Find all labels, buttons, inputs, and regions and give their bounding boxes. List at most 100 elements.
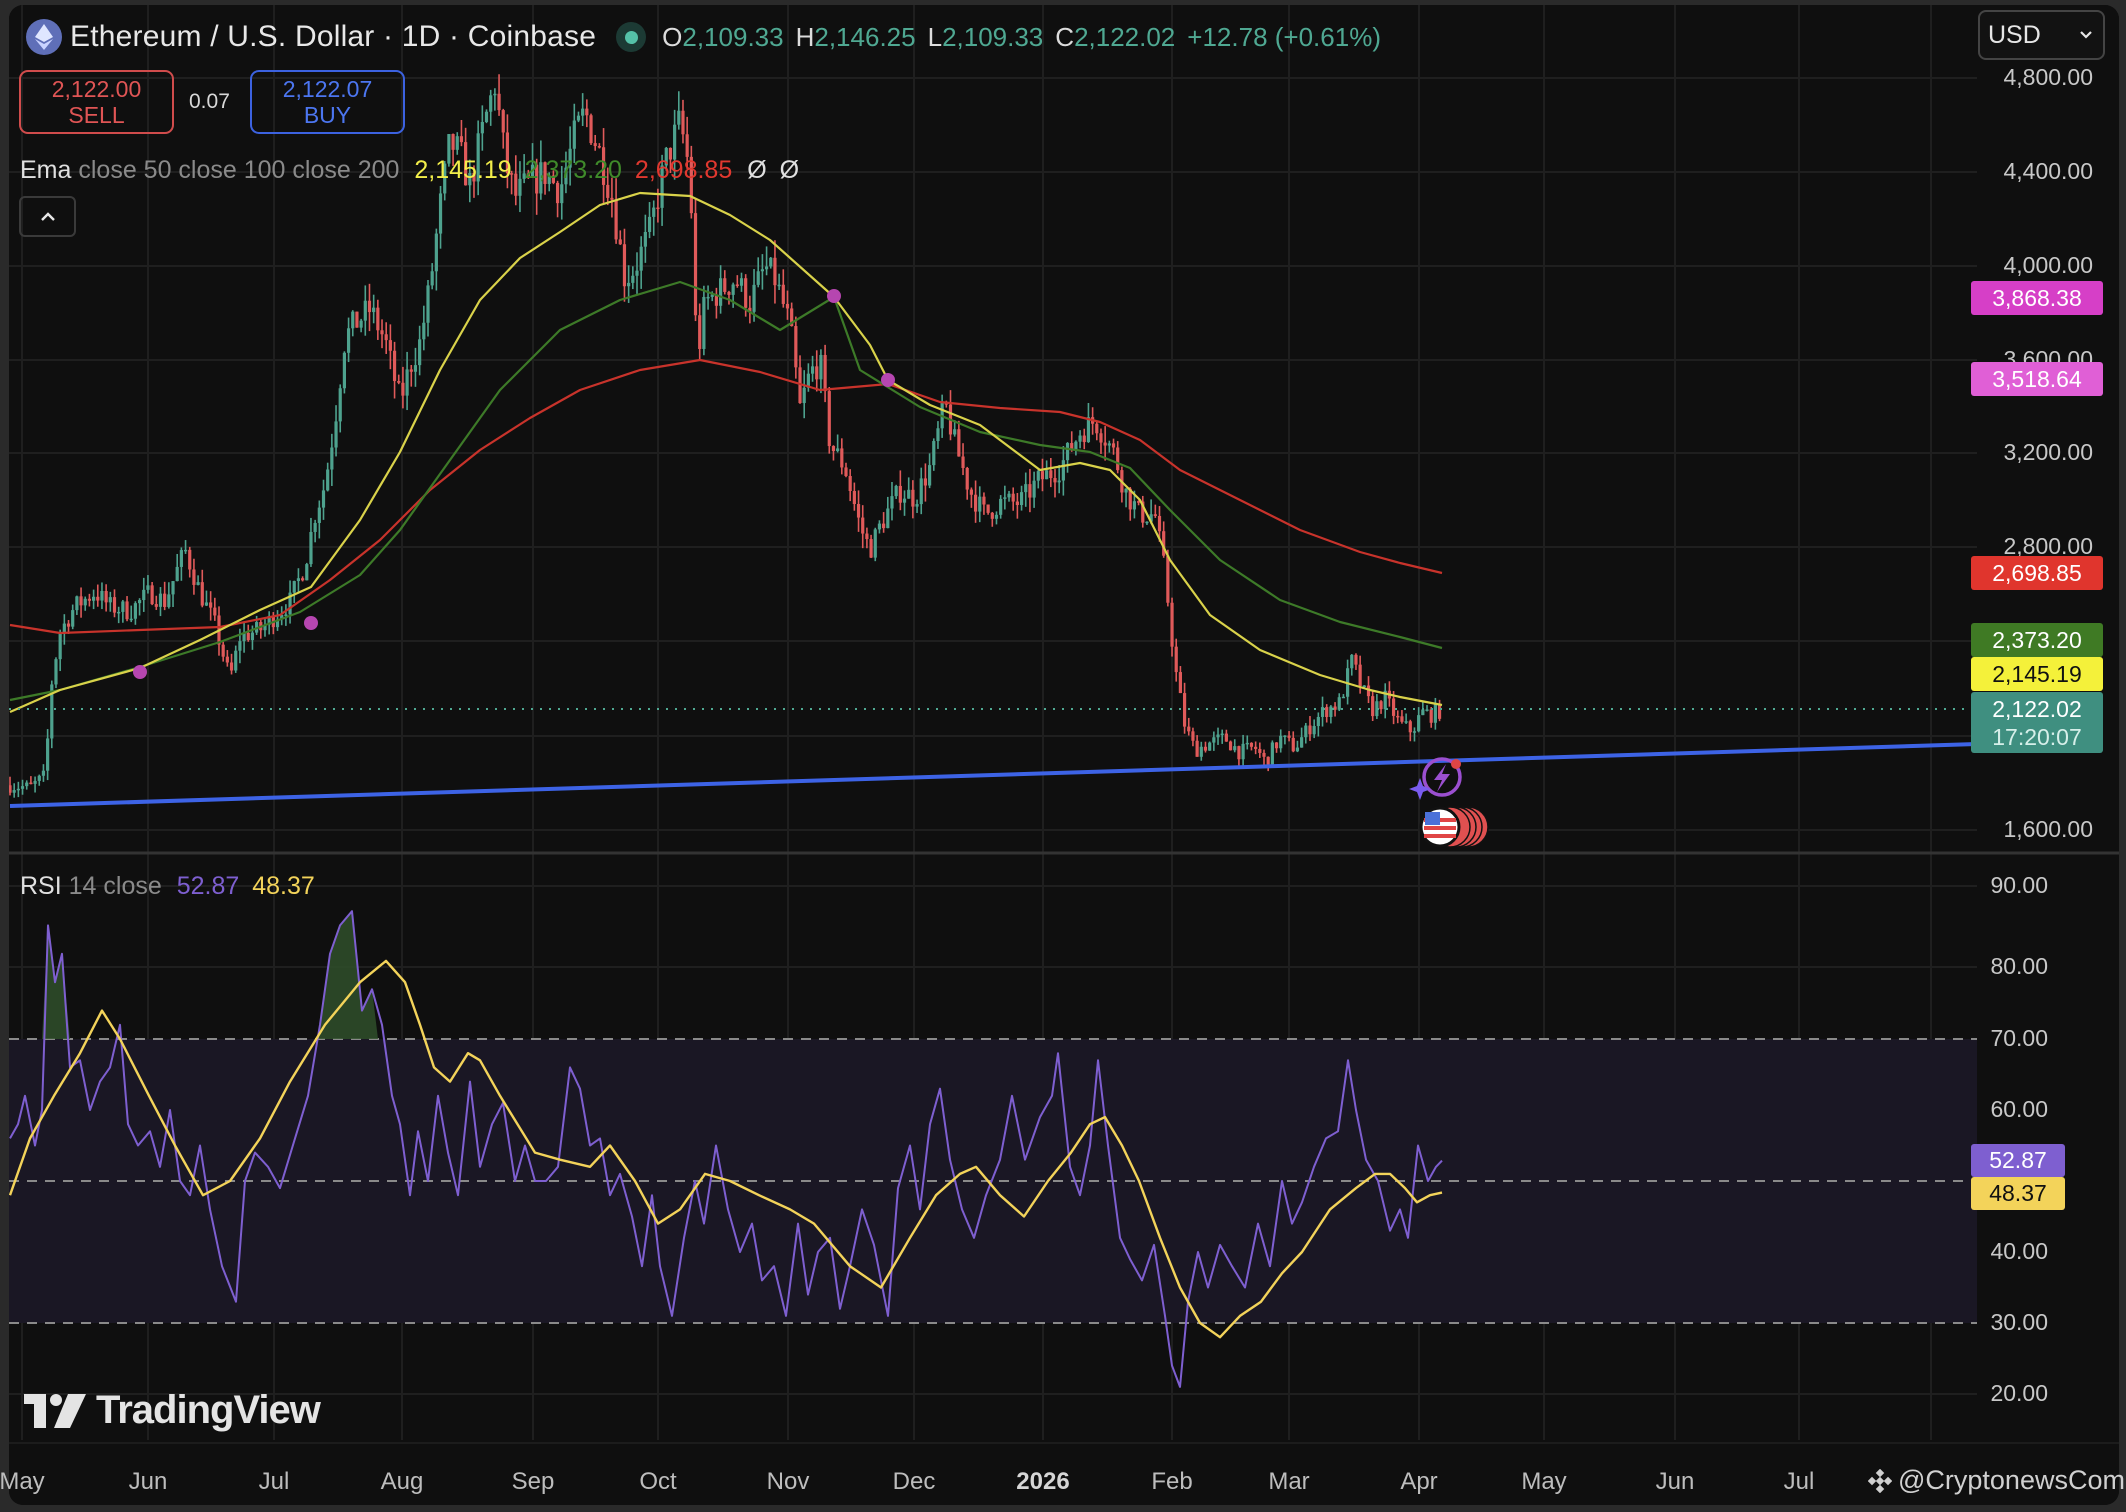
candle-body [610,197,614,200]
currency-select[interactable]: USD [1978,10,2105,60]
candle-body [898,485,902,503]
candle-body [739,278,744,286]
candle-body [1391,698,1396,716]
sell-button[interactable]: 2,122.00 SELL [19,70,174,134]
candle-body [196,582,200,585]
candle-body [1358,664,1362,687]
symbol-title[interactable]: Ethereum / U.S. Dollar · 1D · Coinbase [70,20,597,53]
current-price: 2,122.02 [1992,696,2082,722]
candle-body [1057,480,1061,483]
candle-body [384,334,388,341]
candle-body [117,611,121,614]
candle-body [1132,501,1137,510]
candle-body [999,498,1003,515]
candle-body [234,650,238,671]
ema-indicator-legend[interactable]: Ema close 50 close 100 close 200 2,145.1… [20,156,799,185]
candle-body [1178,672,1182,694]
candle-body [100,590,104,601]
candle-body [555,182,560,204]
candle-body [535,164,539,194]
candle-body [405,369,409,396]
chart-window [9,5,2119,1505]
candle-body [146,585,150,590]
candle-body [163,593,167,607]
candle-body [869,539,873,558]
candle-body [1153,514,1157,516]
candle-body [982,496,986,505]
price-tick-label: 3,200.00 [2003,439,2093,465]
candle-body [1291,737,1295,752]
candle-body [229,662,234,671]
ohlc-close: C2,122.02 [1055,21,1176,52]
candle-body [46,738,50,771]
candle-body [1350,654,1354,669]
time-tick-label: Nov [766,1468,810,1495]
watermark-text: @CryptonewsCom [1898,1465,2125,1495]
candle-body [1124,488,1128,493]
candle-body [476,133,480,182]
candle-body [204,602,209,606]
chart-canvas[interactable] [9,5,2119,1505]
collapse-legend-button[interactable] [19,196,76,237]
us-economic-event-icon[interactable] [1419,806,1489,848]
candle-body [530,164,535,177]
candle-body [96,596,100,601]
candle-body [79,596,83,606]
candle-body [1141,501,1145,523]
currency-value: USD [1988,20,2041,49]
ideas-lightning-icon[interactable] [1409,757,1462,800]
candle-body [961,456,965,468]
candle-body [1157,515,1162,532]
candle-body [346,328,351,353]
candle-body [401,382,405,396]
candle-body [593,143,597,147]
rsi-overbought-fill [318,911,378,1039]
candle-body [209,602,213,608]
tradingview-logo-icon [24,1393,86,1428]
candle-body [1116,447,1120,471]
null-value-icon: Ø [779,156,800,184]
candle-body [326,469,330,491]
candle-body [514,173,518,196]
candle-body [1040,471,1045,480]
tradingview-logo-text: TradingView [96,1388,321,1432]
candle-body [794,326,798,368]
time-tick-label: Sep [511,1468,555,1495]
candle-body [1149,514,1153,522]
candle-body [1170,602,1174,647]
candle-body [175,566,179,582]
candle-body [459,136,464,143]
candle-body [1199,746,1203,757]
candle-body [158,593,163,607]
candle-body [167,594,171,607]
candle-body [388,340,392,351]
buy-button[interactable]: 2,122.07 BUY [250,70,405,134]
candle-body [1070,443,1074,451]
price-level-tag: 3,868.38 [1971,281,2103,315]
candle-body [693,213,698,316]
candle-body [275,619,280,628]
candle-body [1337,697,1341,710]
candle-body [351,311,355,329]
price-level-tag: 3,518.64 [1971,362,2103,396]
candle-body [568,148,572,168]
candle-body [919,478,923,505]
price-tick-label: 4,000.00 [2003,252,2093,278]
candle-body [986,504,990,513]
candle-body [213,607,217,616]
candle-body [355,311,359,328]
rsi-tick-label: 70.00 [1990,1025,2048,1051]
candle-body [798,367,802,404]
current-price-tag: 2,122.02 17:20:07 [1971,692,2103,753]
candle-body [1404,721,1408,723]
candle-body [677,110,681,125]
candle-body [108,597,112,603]
rsi-indicator-legend[interactable]: RSI 14 close 52.87 48.37 [20,872,315,901]
candle-body [121,601,125,612]
ema200-value: 2,698.85 [634,156,733,184]
buy-label: BUY [303,102,352,128]
ema-cross-marker [881,373,895,387]
candle-body [1333,706,1337,710]
bar-countdown: 17:20:07 [1992,724,2082,750]
candle-body [597,146,601,148]
